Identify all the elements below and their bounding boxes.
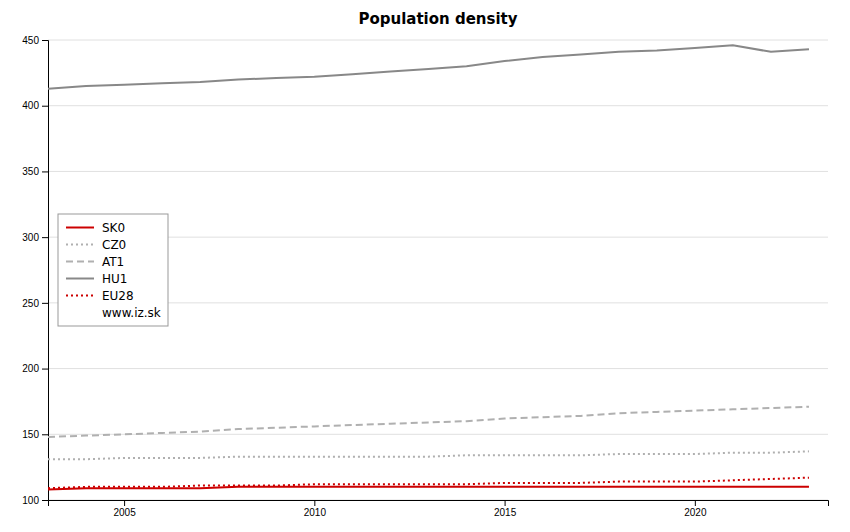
- y-axis-line: [42, 41, 49, 501]
- x-tick-label: 2020: [684, 507, 707, 518]
- y-tick: 450: [22, 35, 48, 46]
- x-tick-mark: [314, 500, 315, 506]
- y-tick-mark: [42, 303, 48, 304]
- legend-swatch: [66, 261, 94, 263]
- x-tick: 2005: [113, 500, 136, 518]
- legend-label: HU1: [102, 272, 127, 286]
- y-tick-mark: [42, 171, 48, 172]
- x-axis-line: [49, 501, 829, 507]
- x-tick: 2020: [684, 500, 707, 518]
- y-tick-label: 250: [22, 298, 39, 309]
- y-tick-mark: [42, 106, 48, 107]
- y-tick: 150: [22, 429, 48, 440]
- y-tick-mark: [42, 369, 48, 370]
- legend-swatch: [66, 244, 94, 246]
- y-tick-label: 400: [22, 100, 39, 111]
- grid-line: [48, 368, 828, 369]
- y-tick: 200: [22, 363, 48, 374]
- y-tick: 250: [22, 298, 48, 309]
- series-line: [48, 478, 809, 489]
- series-line: [48, 407, 809, 437]
- y-tick: 300: [22, 232, 48, 243]
- x-tick: 2010: [304, 500, 327, 518]
- x-tick: 2015: [494, 500, 517, 518]
- y-tick-label: 350: [22, 166, 39, 177]
- chart: 2005 2010 2015 2020 100 150 200 250 300 350 400 450…: [0, 0, 850, 532]
- annotation: www.iz.sk: [102, 306, 161, 320]
- series-line: [48, 451, 809, 459]
- y-tick-mark: [42, 500, 48, 501]
- y-tick-label: 150: [22, 429, 39, 440]
- y-axis: 100 150 200 250 300 350 400 450: [22, 35, 48, 506]
- y-tick: 400: [22, 100, 48, 111]
- legend: SK0 CZ0 AT1 HU1 EU28 www.iz.sk: [58, 214, 168, 326]
- y-tick-mark: [42, 40, 48, 41]
- grid-line: [48, 434, 828, 435]
- x-tick-label: 2005: [113, 507, 136, 518]
- y-tick-mark: [42, 434, 48, 435]
- y-tick-label: 100: [22, 495, 39, 506]
- legend-label: AT1: [102, 255, 124, 269]
- x-tick-mark: [124, 500, 125, 506]
- y-tick-label: 450: [22, 35, 39, 46]
- series-line: [48, 45, 809, 88]
- title: Population density: [358, 10, 517, 28]
- grid-line: [48, 105, 828, 106]
- series-line: [48, 487, 809, 490]
- legend-swatch: [66, 295, 94, 297]
- legend-frame: [58, 214, 168, 326]
- y-tick: 350: [22, 166, 48, 177]
- legend-label: CZ0: [102, 238, 126, 252]
- x-tick-label: 2015: [494, 507, 517, 518]
- legend-swatch: [66, 278, 94, 280]
- y-tick-label: 200: [22, 363, 39, 374]
- x-tick-label: 2010: [304, 507, 327, 518]
- x-axis: 2005 2010 2015 2020: [49, 500, 829, 518]
- lines: [48, 45, 809, 489]
- y-tick-label: 300: [22, 232, 39, 243]
- legend-swatch: [66, 227, 94, 229]
- x-tick-mark: [505, 500, 506, 506]
- x-tick-mark: [695, 500, 696, 506]
- grid-line: [48, 171, 828, 172]
- legend-label: SK0: [102, 221, 125, 235]
- grid: [48, 40, 828, 500]
- grid-line: [48, 40, 828, 41]
- legend-label: EU28: [102, 289, 134, 303]
- y-tick: 100: [22, 495, 48, 506]
- plot: 2005 2010 2015 2020 100 150 200 250 300 350 400 450…: [22, 35, 828, 518]
- y-tick-mark: [42, 237, 48, 238]
